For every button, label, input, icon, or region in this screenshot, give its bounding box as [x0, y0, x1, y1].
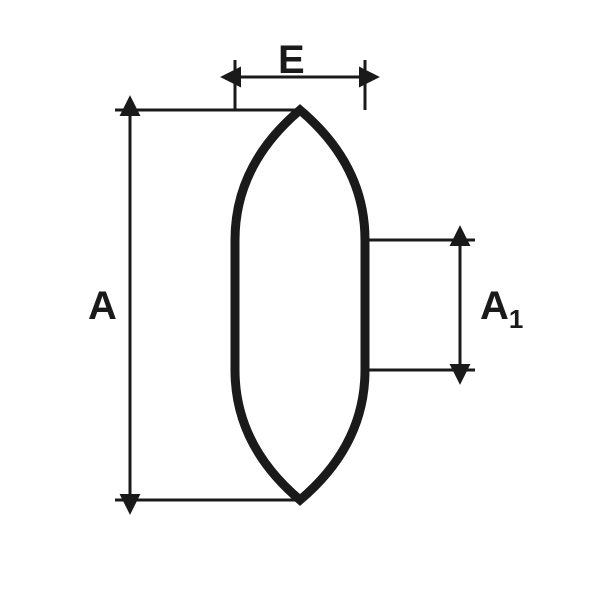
dimension-label-A: A: [88, 284, 117, 329]
label-A1-sub: 1: [509, 304, 523, 334]
diagram-stage: E A A1: [0, 0, 600, 600]
label-E-text: E: [278, 38, 305, 82]
label-A1-main: A: [480, 284, 509, 328]
dimension-label-E: E: [278, 38, 305, 83]
dimension-label-A1: A1: [480, 284, 523, 335]
label-A-text: A: [88, 284, 117, 328]
